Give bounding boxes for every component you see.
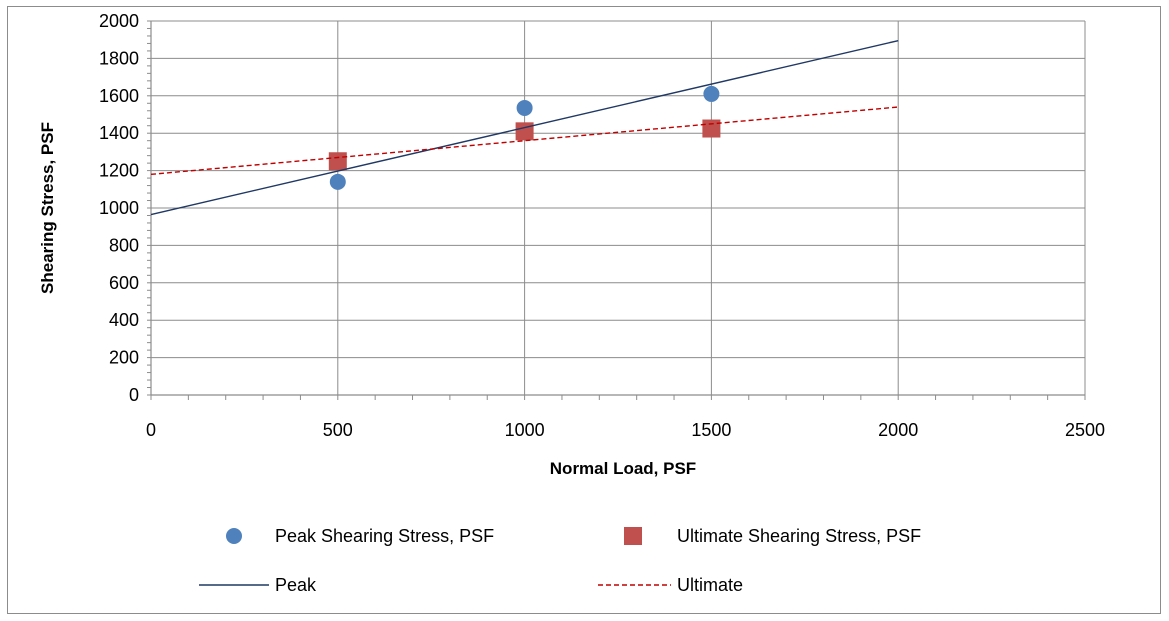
y-tick-label: 800 xyxy=(109,235,139,255)
peak-data-point xyxy=(329,173,346,190)
y-tick-label: 600 xyxy=(109,273,139,293)
legend-label: Ultimate xyxy=(677,575,743,595)
y-tick-label: 1200 xyxy=(99,161,139,181)
trendline-peak xyxy=(150,39,899,216)
peak-data-point xyxy=(516,99,533,116)
x-tick-label: 500 xyxy=(323,420,353,440)
y-tick-label: 400 xyxy=(109,310,139,330)
x-tick-label: 2000 xyxy=(878,420,918,440)
y-tick-label: 1800 xyxy=(99,48,139,68)
x-tick-label: 1000 xyxy=(505,420,545,440)
x-tick-label: 1500 xyxy=(691,420,731,440)
y-tick-label: 0 xyxy=(129,385,139,405)
ultimate-data-point xyxy=(702,119,721,138)
y-axis-title: Shearing Stress, PSF xyxy=(38,122,57,294)
y-tick-label: 2000 xyxy=(99,11,139,31)
ultimate-data-point xyxy=(328,152,347,171)
x-axis-title: Normal Load, PSF xyxy=(550,459,696,478)
legend-circle-marker xyxy=(226,528,242,544)
y-tick-label: 1000 xyxy=(99,198,139,218)
y-tick-label: 1400 xyxy=(99,123,139,143)
legend-label: Peak xyxy=(275,575,317,595)
x-tick-label: 0 xyxy=(146,420,156,440)
legend-label: Ultimate Shearing Stress, PSF xyxy=(677,526,921,546)
x-tick-label: 2500 xyxy=(1065,420,1105,440)
y-tick-label: 200 xyxy=(109,348,139,368)
axes-layer: 0 200 400 600 800 1000 1200 1400 1600 1800 2000 0 50… xyxy=(99,11,1105,440)
chart-frame xyxy=(7,6,1161,614)
y-tick-label: 1600 xyxy=(99,86,139,106)
trendline-ultimate xyxy=(150,106,899,176)
legend-label: Peak Shearing Stress, PSF xyxy=(275,526,494,546)
legend: Peak Shearing Stress, PSF Ultimate Sheari… xyxy=(199,526,921,595)
peak-data-point xyxy=(703,85,720,102)
ultimate-data-point xyxy=(515,122,534,141)
grid-layer xyxy=(151,20,1086,395)
legend-square-marker xyxy=(624,527,642,545)
marks-layer xyxy=(150,39,899,216)
